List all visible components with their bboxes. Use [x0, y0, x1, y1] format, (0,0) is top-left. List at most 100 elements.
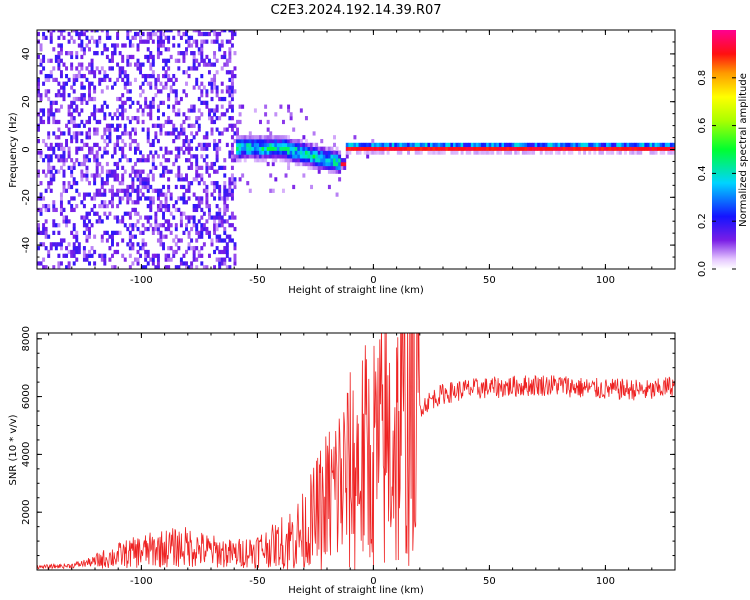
heatmap-cell: [312, 142, 316, 148]
heatmap-cell: [159, 31, 163, 37]
heatmap-cell: [253, 150, 257, 155]
heatmap-cell: [151, 123, 155, 128]
heatmap-cell: [72, 108, 76, 113]
heatmap-cell: [162, 58, 165, 63]
heatmap-cell: [54, 142, 58, 148]
heatmap-cell: [210, 116, 214, 121]
heatmap-cell: [136, 62, 140, 67]
heatmap-cell: [159, 39, 163, 44]
heatmap-cell: [105, 238, 109, 243]
heatmap-cell: [162, 39, 165, 44]
heatmap-cell: [177, 135, 181, 140]
heatmap-cell: [205, 131, 209, 136]
heatmap-cell: [126, 184, 130, 190]
heatmap-cell: [100, 219, 104, 224]
heatmap-cell: [141, 154, 145, 159]
heatmap-cell: [312, 150, 316, 155]
heatmap-cell: [220, 43, 224, 48]
heatmap-cell: [182, 184, 186, 190]
heatmap-cell: [105, 35, 109, 40]
heatmap-cell: [340, 161, 344, 167]
heatmap-cell: [302, 173, 306, 178]
heatmap-cell: [149, 215, 153, 220]
heatmap-cell: [230, 96, 234, 102]
heatmap-cell: [233, 89, 237, 94]
heatmap-cell: [223, 219, 227, 224]
heatmap-cell: [230, 135, 234, 140]
heatmap-cell: [322, 154, 326, 159]
heatmap-cell: [172, 89, 176, 94]
heatmap-cell: [39, 93, 43, 98]
heatmap-cell: [62, 158, 66, 163]
heatmap-cell: [88, 261, 91, 266]
heatmap-cell: [128, 246, 132, 251]
heatmap-cell: [299, 138, 303, 144]
heatmap-cell: [141, 39, 145, 44]
heatmap-cell: [225, 70, 229, 75]
heatmap-cell: [47, 161, 51, 167]
heatmap-cell: [202, 265, 206, 269]
heatmap-cell: [116, 31, 120, 37]
heatmap-cell: [136, 66, 140, 71]
heatmap-cell: [572, 142, 576, 148]
heatmap-cell: [146, 73, 150, 79]
heatmap-cell: [488, 142, 492, 148]
heatmap-cell: [177, 51, 181, 56]
heatmap-cell: [544, 150, 548, 155]
heatmap-cell: [128, 146, 132, 151]
heatmap-cell: [202, 188, 206, 193]
heatmap-cell: [39, 150, 43, 155]
heatmap-cell: [639, 142, 643, 148]
heatmap-cell: [65, 188, 69, 193]
heatmap-cell: [164, 192, 168, 197]
heatmap-cell: [264, 154, 268, 159]
heatmap-cell: [307, 158, 311, 163]
heatmap-cell: [47, 146, 51, 151]
heatmap-cell: [47, 108, 51, 113]
heatmap-cell: [230, 223, 234, 228]
heatmap-cell: [111, 200, 114, 205]
heatmap-cell: [667, 142, 671, 148]
heatmap-cell: [146, 203, 150, 209]
heatmap-cell: [205, 165, 209, 170]
heatmap-cell: [230, 146, 234, 151]
heatmap-cell: [52, 165, 56, 170]
heatmap-cell: [44, 219, 48, 224]
heatmap-cell: [215, 150, 219, 155]
heatmap-cell: [197, 200, 201, 205]
heatmap-cell: [253, 154, 257, 159]
heatmap-cell: [261, 158, 265, 163]
heatmap-cell: [82, 219, 86, 224]
heatmap-cell: [42, 158, 46, 163]
heatmap-cell: [59, 158, 63, 163]
heatmap-cell: [555, 150, 559, 155]
heatmap-cell: [123, 43, 127, 48]
heatmap-cell: [52, 100, 56, 105]
heatmap-cell: [182, 119, 186, 125]
heatmap-cell: [210, 181, 214, 186]
heatmap-cell: [427, 150, 431, 155]
heatmap-cell: [475, 142, 479, 148]
heatmap-cell: [287, 146, 291, 151]
heatmap-cell: [192, 192, 196, 197]
heatmap-cell: [139, 104, 143, 109]
heatmap-cell: [580, 142, 584, 148]
heatmap-cell: [85, 223, 89, 228]
heatmap-cell: [146, 249, 150, 255]
heatmap-cell: [126, 211, 130, 216]
heatmap-cell: [187, 265, 191, 269]
heatmap-cell: [187, 43, 191, 48]
heatmap-cell: [450, 150, 454, 155]
heatmap-cell: [75, 249, 79, 255]
heatmap-cell: [228, 47, 232, 52]
heatmap-cell: [118, 146, 122, 151]
heatmap-cell: [49, 30, 53, 33]
heatmap-cell: [121, 238, 125, 243]
heatmap-cell: [149, 196, 153, 201]
heatmap-cell: [455, 146, 459, 151]
heatmap-cell: [59, 43, 63, 48]
heatmap-cell: [200, 89, 204, 94]
heatmap-cell: [121, 154, 125, 159]
heatmap-cell: [156, 265, 160, 269]
